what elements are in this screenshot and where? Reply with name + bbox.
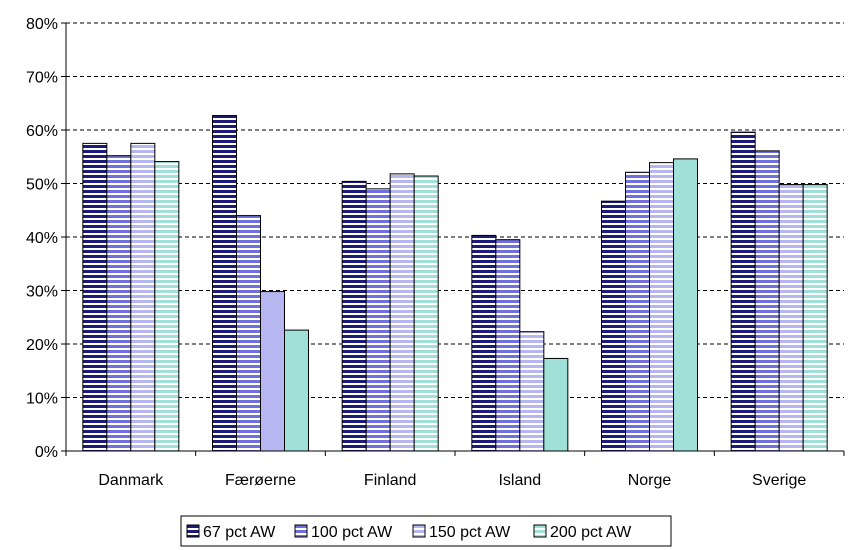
bar-danmark-series-3: [130, 142, 156, 452]
x-tick-label: Danmark: [98, 472, 164, 489]
legend-label: 200 pct AW: [550, 524, 632, 541]
x-tick-label: Sverige: [752, 472, 806, 489]
bar-finland-series-3: [389, 173, 415, 452]
bar-norge-series-4: [673, 158, 698, 452]
bar-island-series-1: [471, 234, 497, 452]
x-tick-label: Norge: [628, 472, 672, 489]
bar-sverige-series-1: [730, 131, 756, 452]
y-tick-label: 70%: [26, 70, 58, 87]
bar-norge-series-3: [649, 162, 674, 452]
y-tick-label: 60%: [26, 123, 58, 140]
x-tick-label: Færøerne: [225, 472, 296, 489]
bar-færøerne-series-2: [236, 215, 261, 452]
legend: 67 pct AW 100 pct AW 150 pct AW 200 pct AW: [180, 515, 672, 547]
legend-box: [180, 515, 672, 547]
gridlines: [66, 22, 844, 398]
bar-færøerne-series-1: [212, 115, 237, 452]
y-tick-labels: 0% 10% 20% 30% 40% 50% 60% 70% 80%: [26, 16, 58, 461]
bar-island-series-2: [495, 239, 521, 452]
bar-danmark-series-4: [154, 161, 180, 452]
x-tick-label: Island: [498, 472, 541, 489]
bar-færøerne-series-4: [284, 329, 309, 452]
legend-swatch: [294, 524, 308, 538]
bar-danmark-series-2: [106, 155, 132, 452]
bars: [82, 115, 828, 452]
y-tick-label: 40%: [26, 230, 58, 247]
bar-norge-series-1: [601, 200, 626, 452]
y-tick-label: 0%: [35, 444, 58, 461]
x-tick-labels: Danmark Færøerne Finland Island Norge Sverige: [98, 472, 806, 489]
legend-label: 150 pct AW: [429, 524, 511, 541]
bar-island-series-4: [543, 357, 569, 452]
bar-danmark-series-1: [82, 142, 108, 452]
y-tick-label: 50%: [26, 177, 58, 194]
x-tick-label: Finland: [364, 472, 416, 489]
legend-swatch: [533, 524, 547, 538]
bar-sverige-series-2: [754, 150, 780, 452]
bar-finland-series-2: [365, 188, 391, 452]
y-tick-label: 80%: [26, 16, 58, 33]
legend-swatch: [412, 524, 426, 538]
bar-sverige-series-3: [778, 184, 804, 452]
legend-swatch: [186, 524, 200, 538]
y-tick-label: 20%: [26, 337, 58, 354]
bar-sverige-series-4: [802, 184, 828, 452]
y-tick-label: 10%: [26, 391, 58, 408]
axes: [61, 22, 845, 456]
bar-norge-series-2: [625, 171, 650, 452]
bar-finland-series-4: [413, 175, 439, 452]
legend-label: 100 pct AW: [311, 524, 393, 541]
bar-færøerne-series-3: [260, 291, 285, 452]
bar-island-series-3: [519, 331, 545, 452]
y-tick-label: 30%: [26, 284, 58, 301]
legend-label: 67 pct AW: [203, 524, 276, 541]
bar-finland-series-1: [341, 180, 367, 452]
